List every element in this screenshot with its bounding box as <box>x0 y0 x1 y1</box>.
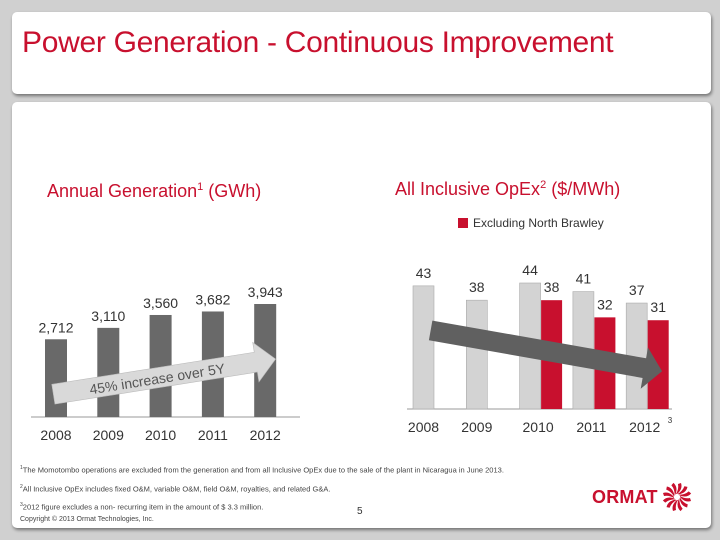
opex-value-label: 31 <box>650 299 666 315</box>
swirl-blade <box>679 497 688 508</box>
footnote-text: 2012 figure excludes a non- recurring it… <box>22 502 264 512</box>
legend-swatch-excluding-north-brawley <box>458 218 468 228</box>
swirl-blade <box>675 483 682 494</box>
opex-chart-unit: ($/MWh) <box>551 179 621 199</box>
ormat-swirl-icon <box>662 482 691 512</box>
swirl-blade <box>677 486 688 495</box>
opex-value-label: 38 <box>544 279 560 295</box>
generation-year-label: 2010 <box>145 427 176 443</box>
footnote-mark: 3 <box>20 502 23 508</box>
generation-chart-unit: (GWh) <box>208 181 262 201</box>
opex-year-label: 2009 <box>461 419 492 435</box>
footnote-ref: 3 <box>668 416 673 425</box>
opex-year-label: 2011 <box>576 419 606 435</box>
footnote-ref: 1 <box>197 181 204 193</box>
opex-value-label: 43 <box>416 265 432 281</box>
swirl-blade <box>662 492 674 498</box>
opex-year-label: 2010 <box>523 419 554 435</box>
generation-value-label: 3,560 <box>143 295 178 311</box>
content-panel: Annual Generation1 (GWh) All Inclusive O… <box>12 102 711 528</box>
opex-value-label: 32 <box>597 296 613 312</box>
swirl-blade <box>677 499 683 512</box>
legend-label: Excluding North Brawley <box>473 216 604 230</box>
footnote-ref: 2 <box>540 179 547 191</box>
copyright: Copyright © 2013 Ormat Technologies, Inc… <box>20 516 154 523</box>
generation-year-label: 2012 <box>250 427 281 443</box>
generation-chart-title-text: Annual Generation <box>47 181 198 201</box>
swirl-blade <box>679 496 691 502</box>
opex-decrease-arrow <box>428 320 663 389</box>
opex-year-label: 2012 <box>629 419 660 435</box>
swirl-blade <box>672 500 678 511</box>
opex-bar-all-2008 <box>412 285 435 410</box>
opex-value-label: 44 <box>522 262 538 278</box>
opex-bar-excl-nb-2012 <box>647 320 669 409</box>
generation-year-label: 2008 <box>40 427 71 443</box>
opex-year-label: 2008 <box>408 419 439 435</box>
page-number: 5 <box>357 506 363 517</box>
generation-bar-2008 <box>45 339 67 417</box>
opex-value-label: 41 <box>576 271 592 287</box>
generation-chart-title: Annual Generation1 (GWh) <box>47 181 261 202</box>
footnote-3: 32012 figure excludes a non- recurring i… <box>20 502 504 512</box>
generation-year-label: 2011 <box>198 427 228 443</box>
logo-text: ORMAT <box>592 486 658 507</box>
footnote-mark: 2 <box>20 483 23 490</box>
opex-chart-title-text: All Inclusive OpEx <box>395 179 541 199</box>
swirl-blade <box>662 497 675 503</box>
opex-value-label: 37 <box>629 282 645 298</box>
generation-year-label: 2009 <box>93 427 124 443</box>
swirl-blade <box>678 491 691 497</box>
footnote-2: 2All Inclusive OpEx includes fixed O&M, … <box>20 484 504 494</box>
opex-value-label: 38 <box>469 279 485 295</box>
footnote-text: All Inclusive OpEx includes fixed O&M, v… <box>22 484 331 493</box>
opex-bar-all-2009 <box>465 299 488 410</box>
footnote-1: 1The Momotombo operations are excluded f… <box>20 465 504 475</box>
arrow-shape <box>51 341 277 405</box>
page-title: Power Generation - Continuous Improvemen… <box>22 26 614 59</box>
generation-value-label: 3,110 <box>91 308 125 324</box>
footnotes: 1The Momotombo operations are excluded f… <box>20 465 504 521</box>
opex-legend: Excluding North Brawley <box>458 216 604 230</box>
ormat-logo: ORMAT <box>592 482 692 512</box>
swirl-blade <box>666 499 677 508</box>
charts-canvas: 2,712 2008 3,110 2009 3,560 2010 3,682 2011 3,94… <box>31 262 673 443</box>
opex-chart-title: All Inclusive OpEx2 ($/MWh) <box>395 179 620 200</box>
footnote-mark: 1 <box>20 465 23 471</box>
swirl-blade <box>665 486 675 497</box>
generation-value-label: 2,712 <box>38 319 73 335</box>
generation-value-label: 3,943 <box>248 284 283 300</box>
swirl-blade <box>671 482 677 495</box>
generation-bar-2009 <box>97 327 120 417</box>
footnote-text: The Momotombo operations are excluded fr… <box>22 465 504 475</box>
generation-value-label: 3,682 <box>195 291 230 307</box>
arrow-shape <box>428 320 663 389</box>
title-panel: Power Generation - Continuous Improvemen… <box>12 12 711 94</box>
generation-bar-2010 <box>149 314 172 417</box>
